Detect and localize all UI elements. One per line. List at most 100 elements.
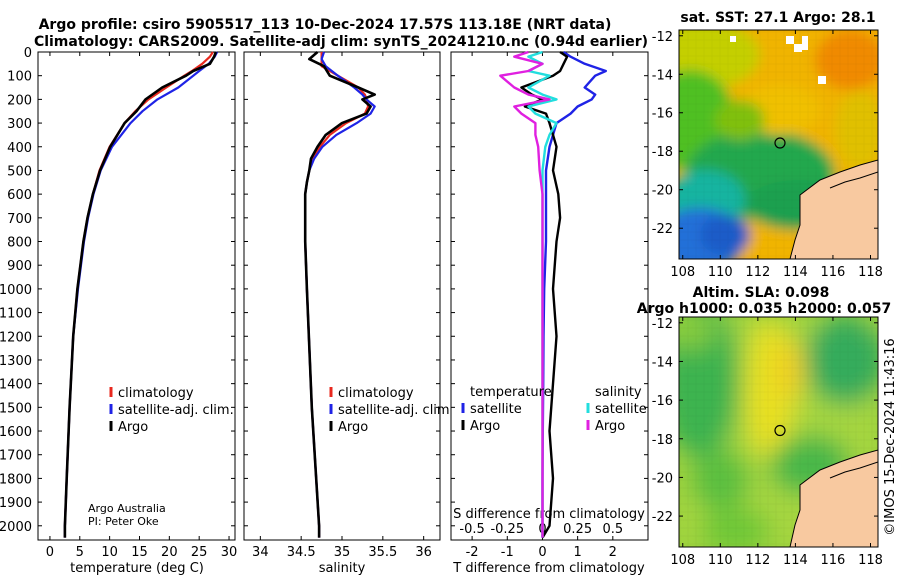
temperature-ytick-label: 1200 (0, 330, 32, 345)
map-xtick-label: 116 (821, 265, 846, 280)
map-xtick-label: 118 (858, 553, 883, 568)
temperature-ytick-label: 800 (7, 236, 32, 251)
map-ytick-label: -16 (652, 107, 673, 122)
temp-xlabel: temperature (deg C) (70, 561, 204, 576)
map-xtick-label: 112 (745, 553, 770, 568)
map-ytick-label: -18 (652, 145, 673, 160)
map-ytick-label: -16 (652, 394, 673, 409)
diff-legend-s-label: satellite (595, 402, 647, 417)
credit-pi: PI: Peter Oke (88, 515, 159, 528)
sst-map-axes: 108 110 112 114 116 118 -12 -14 -16 -18 -20 -22 (652, 30, 883, 280)
temp-xtick-label: 5 (76, 545, 84, 560)
map-ytick-label: -22 (652, 510, 673, 525)
sla-map-subtitle: Argo h1000: 0.035 h2000: 0.057 (637, 301, 892, 317)
sal-legend-label: climatology (338, 386, 414, 401)
map-xtick-label: 112 (745, 265, 770, 280)
diff-sal-tick-label: -0.5 (459, 522, 484, 537)
sal-legend-label: Argo (338, 420, 368, 435)
salinity-panel: 34 34.5 35 35.5 36 salinity climatology satelli… (243, 51, 454, 576)
map-xtick-label: 110 (708, 265, 733, 280)
diff-sal-tick-label: 0.25 (563, 522, 592, 537)
header-line-2: Climatology: CARS2009. Satellite-adj cli… (34, 34, 648, 50)
temperature-ytick-label: 400 (7, 141, 32, 156)
diff-line-temperature-argo (520, 51, 569, 539)
map-ytick-label: -14 (652, 68, 673, 83)
timestamp-watermark: ©IMOS 15-Dec-2024 11:43:16 (883, 338, 898, 535)
map-ytick-label: -20 (652, 184, 673, 199)
temperature-panel: 0100200300400500600700800900100011001200… (0, 46, 237, 576)
sal-xtick-label: 35 (334, 545, 351, 560)
diff-legend-t-label: Argo (470, 419, 500, 434)
temperature-ytick-label: 1000 (0, 283, 32, 298)
diff-xtick-label: 1 (574, 545, 582, 560)
credit-org: Argo Australia (88, 502, 166, 515)
map-xtick-label: 116 (821, 553, 846, 568)
map-xtick-label: 110 (708, 553, 733, 568)
sal-xtick-label: 34 (252, 545, 269, 560)
temperature-ytick-label: 300 (7, 117, 32, 132)
temp-line-argo (63, 51, 218, 538)
sla-map-title: Altim. SLA: 0.098 (693, 285, 830, 301)
diff-legend-s-heading: salinity (595, 385, 642, 400)
map-xtick-label: 108 (670, 265, 695, 280)
map-xtick-label: 108 (670, 553, 695, 568)
temperature-ytick-label: 1700 (0, 449, 32, 464)
temperature-ytick-label: 100 (7, 70, 32, 85)
temperature-ytick-label: 1400 (0, 378, 32, 393)
diff-xlabel: T difference from climatology (452, 561, 645, 576)
temp-legend-label: satellite-adj. clim. (118, 403, 234, 418)
temperature-ytick-label: 1600 (0, 425, 32, 440)
map-ytick-label: -14 (652, 355, 673, 370)
temperature-frame (37, 51, 236, 541)
temperature-ytick-label: 200 (7, 93, 32, 108)
temp-xtick-label: 30 (221, 545, 238, 560)
temperature-ytick-label: 2000 (0, 520, 32, 535)
temperature-ytick-label: 1100 (0, 307, 32, 322)
sla-map-axes: 108 110 112 114 116 118 -12 -14 -16 -18 -20 -22 (652, 317, 883, 568)
diff-xtick-label: -1 (501, 545, 514, 560)
diff-xtick-label: 0 (538, 545, 546, 560)
sal-xlabel: salinity (319, 561, 366, 576)
sal-xtick-label: 34.5 (287, 545, 316, 560)
map-xtick-label: 114 (783, 265, 808, 280)
map-ytick-label: -18 (652, 433, 673, 448)
diff-sal-tick-label: 0.5 (602, 522, 623, 537)
temp-xtick-label: 15 (131, 545, 148, 560)
header-line-1: Argo profile: csiro 5905517_113 10-Dec-2… (39, 17, 612, 33)
temp-legend-label: climatology (118, 386, 194, 401)
temp-legend-label: Argo (118, 420, 148, 435)
sal-xtick-label: 35.5 (368, 545, 397, 560)
map-ytick-label: -12 (652, 317, 673, 332)
map-xtick-label: 114 (783, 553, 808, 568)
sla-map-field (679, 317, 878, 547)
diff-legend-t-label: satellite (470, 402, 522, 417)
temperature-ytick-label: 500 (7, 164, 32, 179)
sal-line-argo (303, 51, 376, 538)
diff-legend-t-heading: temperature (470, 385, 552, 400)
diff-legend-s-label: Argo (595, 419, 625, 434)
map-ytick-label: -12 (652, 30, 673, 45)
temperature-ytick-label: 1800 (0, 472, 32, 487)
sst-map-field (679, 30, 878, 259)
map-ytick-label: -22 (652, 222, 673, 237)
diff-line-salinity-argo (499, 50, 551, 538)
sal-legend-label: satellite-adj. clim. (338, 403, 454, 418)
temperature-ytick-label: 600 (7, 188, 32, 203)
sst-float-marker (774, 137, 786, 149)
map-xtick-label: 118 (858, 265, 883, 280)
temperature-ytick-label: 700 (7, 212, 32, 227)
sst-map-title: sat. SST: 27.1 Argo: 28.1 (680, 10, 875, 26)
temp-xtick-label: 0 (46, 545, 54, 560)
sal-xtick-label: 36 (415, 545, 432, 560)
temperature-ytick-label: 1300 (0, 354, 32, 369)
diff-sal-tick-label: -0.25 (490, 522, 524, 537)
diff-xtick-label: -2 (466, 545, 479, 560)
temp-xtick-label: 25 (191, 545, 208, 560)
sla-float-marker (774, 424, 786, 437)
temperature-ytick-label: 0 (24, 46, 32, 61)
temperature-ytick-label: 900 (7, 259, 32, 274)
diff-xtick-label: 2 (609, 545, 617, 560)
map-ytick-label: -20 (652, 471, 673, 486)
